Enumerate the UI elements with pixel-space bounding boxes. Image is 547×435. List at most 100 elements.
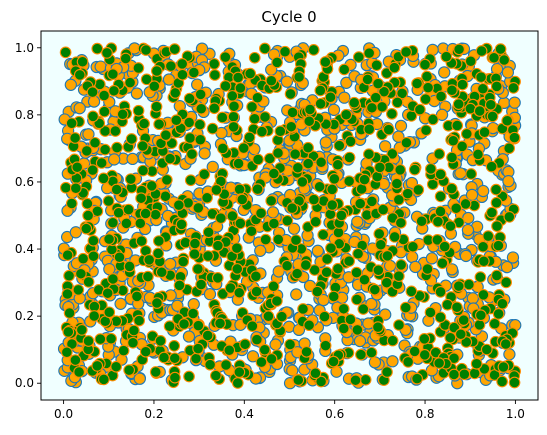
scatter-point (116, 108, 129, 121)
scatter-point (267, 167, 280, 180)
scatter-point (279, 45, 291, 58)
y-tick-label: 1.0 (15, 41, 34, 55)
scatter-point (65, 117, 78, 130)
scatter-point (448, 368, 460, 381)
y-tick-label: 0.4 (15, 242, 34, 256)
scatter-point (190, 352, 202, 365)
scatter-point (245, 225, 258, 238)
scatter-point (94, 60, 107, 73)
scatter-point (438, 240, 451, 253)
scatter-point (137, 164, 149, 177)
scatter-point (472, 148, 484, 161)
scatter-point (188, 248, 201, 260)
scatter-point (314, 84, 327, 97)
scatter-point (266, 206, 280, 219)
scatter-point (326, 183, 339, 196)
scatter-point (490, 269, 503, 282)
scatter-point (243, 131, 256, 144)
scatter-point (496, 375, 508, 388)
scatter-point (395, 258, 408, 271)
scatter-point (414, 103, 426, 116)
scatter-point (71, 161, 84, 174)
scatter-point (237, 142, 250, 154)
scatter-point (286, 364, 299, 377)
scatter-point (344, 313, 357, 326)
scatter-point (388, 230, 401, 243)
scatter-point (91, 359, 104, 372)
scatter-point (386, 148, 399, 160)
scatter-point (317, 293, 330, 307)
scatter-point (153, 118, 165, 131)
scatter-point (340, 108, 353, 121)
scatter-point (73, 68, 86, 81)
scatter-point (226, 210, 239, 222)
scatter-point (354, 197, 367, 210)
scatter-point (466, 292, 479, 305)
scatter-point (150, 100, 163, 113)
scatter-point (392, 193, 405, 206)
scatter-point (477, 240, 489, 253)
scatter-point (59, 181, 72, 194)
scatter-point (272, 265, 285, 278)
scatter-point (378, 140, 392, 153)
scatter-point (382, 123, 395, 136)
scatter-point (255, 207, 267, 220)
scatter-point (231, 377, 244, 389)
scatter-point (418, 348, 431, 361)
scatter-point (165, 60, 177, 72)
scatter-point (126, 152, 139, 166)
scatter-point (212, 239, 224, 252)
scatter-point (454, 167, 467, 180)
scatter-point (223, 344, 236, 357)
scatter-point (187, 307, 199, 320)
scatter-point (503, 142, 516, 155)
scatter-point (86, 86, 99, 98)
scatter-point (94, 333, 107, 345)
scatter-point (184, 174, 197, 187)
scatter-point (427, 113, 439, 126)
x-tick-label: 1.0 (506, 407, 525, 421)
scatter-point (434, 168, 447, 181)
scatter-point (164, 257, 177, 271)
scatter-point (148, 80, 161, 93)
scatter-point (107, 216, 119, 229)
scatter-point (195, 102, 208, 115)
scatter-point (178, 318, 190, 330)
scatter-point (470, 357, 483, 370)
scatter-point (378, 85, 390, 98)
scatter-point (415, 215, 428, 228)
scatter-point (101, 47, 113, 59)
scatter-point (332, 262, 344, 275)
scatter-point (286, 202, 299, 214)
scatter-point (490, 80, 503, 93)
scatter-point (460, 128, 473, 140)
scatter-point (363, 148, 375, 161)
scatter-point (254, 244, 267, 257)
scatter-point (434, 311, 447, 324)
scatter-point (163, 320, 176, 333)
scatter-point (284, 338, 296, 351)
scatter-point (204, 358, 216, 371)
scatter-point (82, 209, 94, 222)
scatter-point (374, 161, 386, 174)
scatter-point (183, 370, 195, 383)
scatter-point (318, 310, 331, 323)
scatter-point (69, 182, 82, 195)
scatter-point (132, 104, 145, 117)
scatter-point (473, 105, 486, 117)
scatter-point (250, 270, 262, 283)
scatter-point (366, 195, 378, 208)
scatter-point (95, 157, 108, 169)
scatter-point (445, 263, 459, 276)
scatter-point (475, 71, 487, 84)
scatter-point (170, 114, 183, 127)
scatter-point (271, 295, 283, 307)
scatter-point (506, 251, 520, 264)
scatter-point (366, 101, 378, 114)
scatter-point (477, 184, 490, 198)
scatter-point (394, 164, 407, 176)
scatter-point (99, 143, 111, 156)
scatter-point (400, 136, 413, 149)
scatter-point (69, 132, 81, 144)
scatter-point (492, 308, 505, 320)
